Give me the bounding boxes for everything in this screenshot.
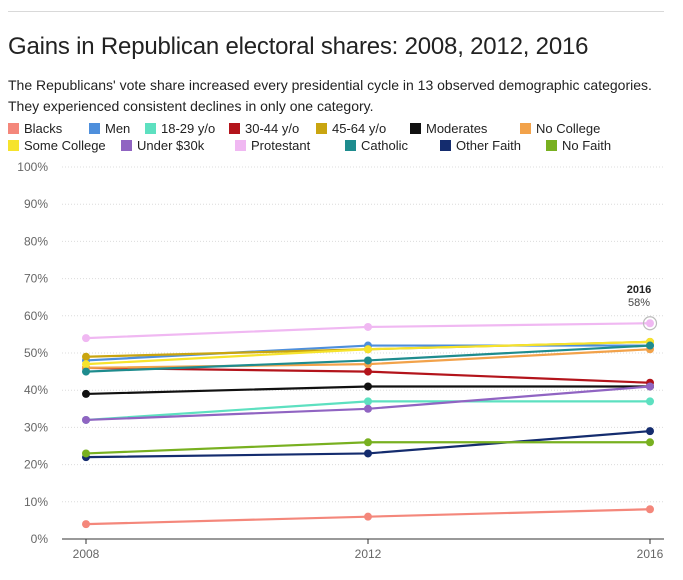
legend-label: No Faith — [562, 138, 612, 153]
data-point[interactable] — [364, 382, 372, 391]
legend-label: Protestant — [251, 138, 311, 153]
legend-label: 45-64 y/o — [332, 121, 387, 136]
legend-item-18-29-y-o[interactable]: 18-29 y/o — [145, 121, 229, 136]
legend-label: Moderates — [426, 121, 488, 136]
x-tick-label: 2016 — [637, 547, 664, 561]
legend-label: No College — [536, 121, 601, 136]
legend-item-no-college[interactable]: No College — [520, 121, 600, 136]
data-point[interactable] — [364, 367, 372, 376]
legend-swatch — [145, 123, 156, 134]
legend-label: Some College — [24, 138, 106, 153]
series-catholic[interactable] — [82, 341, 654, 376]
y-tick-label: 40% — [24, 383, 48, 397]
legend-label: Under $30k — [137, 138, 205, 153]
data-point[interactable] — [82, 360, 90, 369]
data-point[interactable] — [364, 397, 372, 406]
legend-swatch — [121, 140, 132, 151]
y-tick-label: 100% — [17, 160, 48, 174]
tooltip-value: 58% — [628, 297, 650, 309]
legend: Blacks Men 18-29 y/o 30-44 y/o 45-64 y/o Mode… — [8, 121, 678, 155]
legend-item-moderates[interactable]: Moderates — [410, 121, 520, 136]
legend-swatch — [235, 140, 246, 151]
data-point[interactable] — [82, 415, 90, 424]
series-under-30k[interactable] — [82, 382, 654, 424]
x-tick-label: 2008 — [73, 547, 100, 561]
data-point[interactable] — [646, 319, 654, 328]
y-tick-label: 20% — [24, 458, 48, 472]
line-chart: 0% 10% 20% 30% 40% 50% 60% 70% 80% 90% 100% 2008 201… — [17, 160, 664, 561]
data-point[interactable] — [364, 322, 372, 331]
legend-item-under-30k[interactable]: Under $30k — [121, 138, 235, 153]
chart-subtitle: The Republicans' vote share increased ev… — [8, 77, 652, 114]
data-point[interactable] — [82, 334, 90, 343]
series-no-faith[interactable] — [82, 438, 654, 458]
data-point[interactable] — [364, 438, 372, 447]
data-point[interactable] — [82, 367, 90, 376]
y-tick-label: 50% — [24, 346, 48, 360]
y-tick-label: 60% — [24, 309, 48, 323]
legend-item-blacks[interactable]: Blacks — [8, 121, 89, 136]
tooltip-year: 2016 — [627, 284, 651, 296]
data-point[interactable] — [646, 341, 654, 350]
legend-item-no-faith[interactable]: No Faith — [546, 138, 611, 153]
legend-label: 18-29 y/o — [161, 121, 216, 136]
data-point[interactable] — [364, 345, 372, 354]
data-point[interactable] — [82, 449, 90, 458]
legend-swatch — [229, 123, 240, 134]
legend-item-protestant[interactable]: Protestant — [235, 138, 345, 153]
legend-row: Blacks Men 18-29 y/o 30-44 y/o 45-64 y/o Mode… — [8, 121, 678, 138]
legend-label: Blacks — [24, 121, 63, 136]
legend-row: Some College Under $30k Protestant Catholic… — [8, 138, 678, 155]
series-blacks[interactable] — [82, 505, 654, 529]
data-point[interactable] — [364, 356, 372, 365]
legend-swatch — [410, 123, 421, 134]
legend-swatch — [520, 123, 531, 134]
data-point[interactable] — [646, 438, 654, 447]
legend-item-30-44-y-o[interactable]: 30-44 y/o — [229, 121, 316, 136]
data-point[interactable] — [364, 449, 372, 458]
legend-swatch — [8, 123, 19, 134]
legend-label: 30-44 y/o — [245, 121, 300, 136]
data-point[interactable] — [646, 382, 654, 391]
legend-swatch — [8, 140, 19, 151]
legend-label: Other Faith — [456, 138, 522, 153]
y-tick-label: 90% — [24, 197, 48, 211]
legend-item-men[interactable]: Men — [89, 121, 145, 136]
legend-swatch — [89, 123, 100, 134]
data-point[interactable] — [646, 505, 654, 514]
series-protestant[interactable] — [82, 319, 654, 343]
y-tick-label: 70% — [24, 272, 48, 286]
highlight-ring — [642, 316, 658, 331]
legend-swatch — [440, 140, 451, 151]
chart-title: Gains in Republican electoral shares: 20… — [8, 33, 589, 60]
legend-swatch — [546, 140, 557, 151]
data-point[interactable] — [646, 427, 654, 436]
y-tick-label: 10% — [24, 495, 48, 509]
legend-item-some-college[interactable]: Some College — [8, 138, 121, 153]
y-tick-label: 80% — [24, 234, 48, 248]
legend-item-catholic[interactable]: Catholic — [345, 138, 440, 153]
data-point[interactable] — [82, 520, 90, 529]
y-tick-label: 30% — [24, 420, 48, 434]
legend-label: Catholic — [361, 138, 408, 153]
data-point[interactable] — [364, 404, 372, 413]
data-point[interactable] — [364, 512, 372, 521]
legend-swatch — [316, 123, 327, 134]
legend-label: Men — [105, 121, 131, 136]
legend-item-other-faith[interactable]: Other Faith — [440, 138, 546, 153]
data-point[interactable] — [646, 397, 654, 406]
data-point[interactable] — [82, 389, 90, 398]
legend-swatch — [345, 140, 356, 151]
top-divider — [8, 11, 664, 12]
y-tick-label: 0% — [31, 532, 49, 546]
legend-item-45-64-y-o[interactable]: 45-64 y/o — [316, 121, 410, 136]
x-tick-label: 2012 — [355, 547, 382, 561]
data-point[interactable] — [82, 352, 90, 361]
